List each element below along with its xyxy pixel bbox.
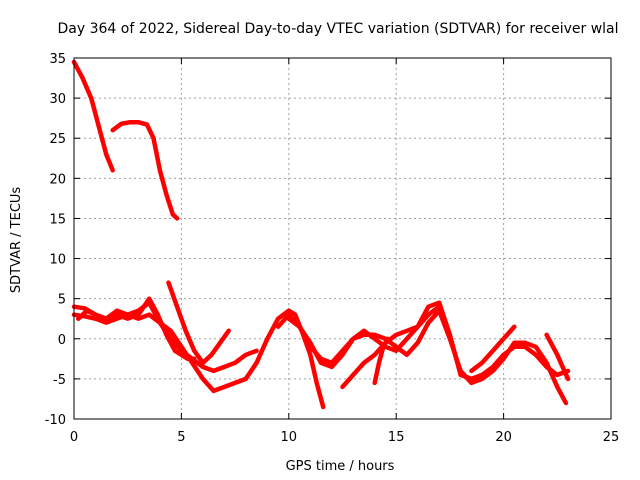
y-tick-label: 15 [49, 212, 66, 227]
series-line-arc-11 [469, 324, 517, 374]
series-line-arc-1 [71, 59, 115, 173]
grid-lines [74, 58, 611, 419]
series-line-arc-9 [340, 304, 442, 390]
series-group [71, 59, 571, 410]
chart-title: Day 364 of 2022, Sidereal Day-to-day VTE… [57, 21, 618, 37]
x-tick-label: 0 [70, 430, 78, 445]
y-tick-label: 5 [58, 293, 66, 308]
series-line-arc-5 [76, 296, 197, 362]
axis-ticks: 0 5 10 15 20 25 -10 -5 0 5 10 15 20 25 30 35 [45, 52, 620, 445]
series-line-arc-6 [166, 280, 231, 366]
plot-frame [73, 57, 612, 420]
series-line-arc-7 [275, 308, 569, 406]
y-tick-label: 20 [49, 172, 66, 187]
x-tick-label: 5 [177, 430, 185, 445]
y-tick-label: -10 [45, 413, 66, 428]
x-axis-label: GPS time / hours [286, 459, 395, 474]
x-tick-label: 10 [281, 430, 298, 445]
y-tick-label: 0 [58, 333, 66, 348]
y-tick-label: 25 [49, 132, 66, 147]
series-line-arc-10 [372, 336, 390, 386]
series-line-arc-12 [544, 332, 571, 382]
series-line-arc-3 [71, 308, 326, 410]
y-tick-label: -5 [53, 373, 66, 388]
series-line-arc-2 [110, 119, 180, 221]
x-tick-label: 15 [388, 430, 405, 445]
x-tick-label: 25 [603, 430, 620, 445]
y-tick-label: 30 [49, 92, 66, 107]
y-tick-label: 10 [49, 253, 66, 268]
y-axis-label: SDTVAR / TECUs [9, 187, 24, 294]
y-tick-label: 35 [49, 52, 66, 67]
x-tick-label: 20 [495, 430, 512, 445]
series-line-arc-8 [286, 300, 571, 382]
